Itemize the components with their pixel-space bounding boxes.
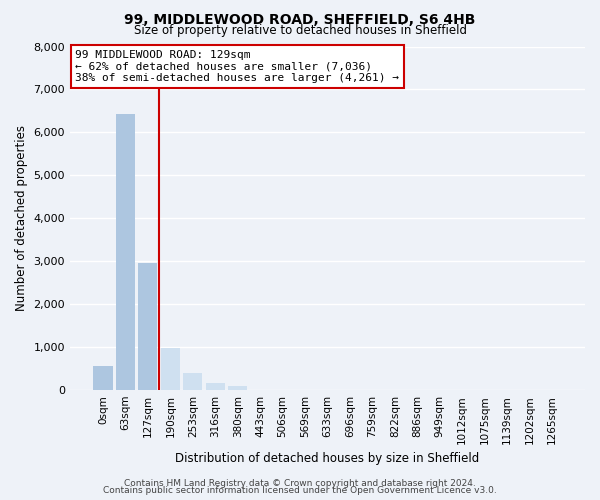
Bar [116,114,135,390]
Bar [139,264,157,390]
Text: 99, MIDDLEWOOD ROAD, SHEFFIELD, S6 4HB: 99, MIDDLEWOOD ROAD, SHEFFIELD, S6 4HB [124,12,476,26]
Bar [206,382,225,390]
Text: Contains public sector information licensed under the Open Government Licence v3: Contains public sector information licen… [103,486,497,495]
Text: Size of property relative to detached houses in Sheffield: Size of property relative to detached ho… [133,24,467,37]
Text: 99 MIDDLEWOOD ROAD: 129sqm
← 62% of detached houses are smaller (7,036)
38% of s: 99 MIDDLEWOOD ROAD: 129sqm ← 62% of deta… [75,50,399,83]
Text: Contains HM Land Registry data © Crown copyright and database right 2024.: Contains HM Land Registry data © Crown c… [124,478,476,488]
X-axis label: Distribution of detached houses by size in Sheffield: Distribution of detached houses by size … [175,452,479,465]
Bar [183,374,202,390]
Bar [228,386,247,390]
Y-axis label: Number of detached properties: Number of detached properties [15,126,28,312]
Bar [94,366,113,390]
Bar [161,348,180,390]
